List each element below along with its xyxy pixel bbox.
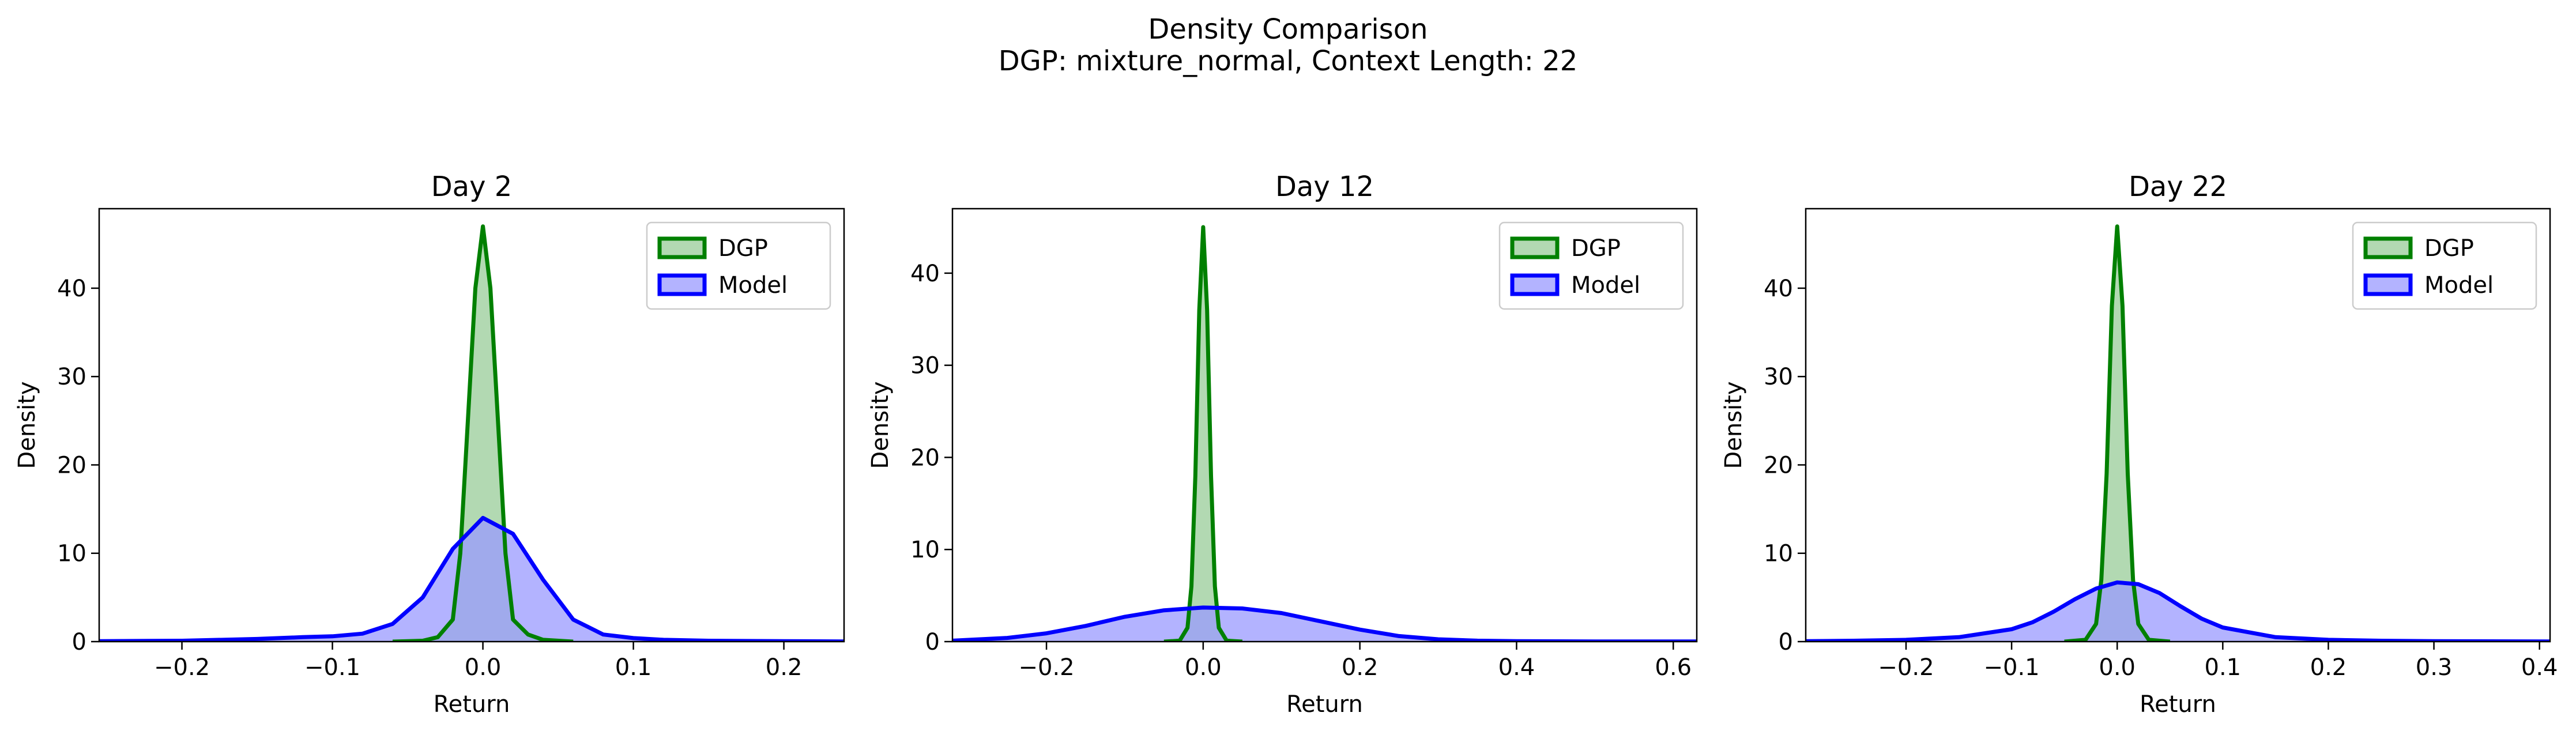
dgp-legend-swatch xyxy=(1510,236,1560,259)
y-tick-label: 20 xyxy=(1764,452,1793,478)
legend: DGP Model xyxy=(1498,221,1684,310)
x-tick-label: 0.0 xyxy=(1185,654,1222,681)
dgp-density-fill xyxy=(2064,226,2170,642)
y-tick-label: 40 xyxy=(57,276,86,302)
x-tick-label: 0.2 xyxy=(2310,654,2347,681)
axes-frame xyxy=(98,208,845,643)
y-axis-label: Density xyxy=(14,381,40,469)
panel-1: −0.2 −0.1 0.0 0.1 0.2 0 10 20 30 40 Day 2 Return Den… xyxy=(14,171,845,718)
x-tick-label: 0.4 xyxy=(1498,654,1535,681)
y-tick-label: 10 xyxy=(910,537,940,563)
legend: DGP Model xyxy=(2352,221,2537,310)
axes-frame xyxy=(1805,208,2551,643)
y-tick-label: 0 xyxy=(1779,629,1793,655)
x-tick-label: −0.1 xyxy=(1984,654,2040,681)
x-tick-label: 0.3 xyxy=(2416,654,2453,681)
x-tick-label: −0.2 xyxy=(1878,654,1934,681)
figure-subtitle: DGP: mixture_normal, Context Length: 22 xyxy=(998,45,1578,77)
x-tick-label: 0.4 xyxy=(2521,654,2558,681)
x-axis-label: Return xyxy=(434,691,510,718)
y-axis-label: Density xyxy=(1720,381,1747,469)
dgp-legend-swatch xyxy=(2363,236,2413,259)
y-tick-label: 0 xyxy=(72,629,86,655)
model-density-fill xyxy=(99,518,844,642)
dgp-legend-label: DGP xyxy=(1571,235,1621,262)
model-density-line xyxy=(952,605,1697,642)
model-legend-label: Model xyxy=(718,272,788,299)
plot-area xyxy=(952,225,1697,642)
x-tick-label: −0.2 xyxy=(154,654,210,681)
y-tick-label: 30 xyxy=(910,353,940,379)
panel-2: −0.2 0.0 0.2 0.4 0.6 0 10 20 30 40 Day 12 Return Den… xyxy=(867,171,1698,718)
dgp-density-line xyxy=(392,224,574,642)
x-tick-label: −0.2 xyxy=(1019,654,1075,681)
y-tick-label: 30 xyxy=(57,364,86,390)
x-axis-label: Return xyxy=(2140,691,2216,718)
model-density-line xyxy=(99,515,844,642)
x-tick-label: 0.2 xyxy=(766,654,803,681)
x-tick-label: 0.6 xyxy=(1655,654,1692,681)
y-tick-label: 20 xyxy=(57,452,86,478)
model-density-fill xyxy=(952,607,1697,642)
x-tick-label: 0.1 xyxy=(615,654,652,681)
model-legend-swatch xyxy=(2363,273,2413,296)
panel-title: Day 12 xyxy=(1275,171,1374,203)
panel-title: Day 22 xyxy=(2129,171,2227,203)
y-tick-label: 30 xyxy=(1764,364,1793,390)
y-tick-label: 40 xyxy=(1764,276,1793,302)
axes-frame xyxy=(951,208,1698,643)
model-density-line xyxy=(1806,580,2550,642)
legend: DGP Model xyxy=(646,221,831,310)
plot-area xyxy=(99,224,844,642)
figure-title: Density Comparison xyxy=(1148,13,1428,46)
model-legend-swatch xyxy=(1510,273,1560,296)
panel-title: Day 2 xyxy=(431,171,513,203)
y-tick-label: 10 xyxy=(57,541,86,567)
x-tick-label: 0.1 xyxy=(2205,654,2242,681)
model-density-fill xyxy=(1806,582,2550,642)
dgp-legend-label: DGP xyxy=(718,235,768,262)
y-tick-label: 40 xyxy=(910,261,940,287)
panel-3: −0.2 −0.1 0.0 0.1 0.2 0.3 0.4 0 10 20 30 40 Day 22 Re… xyxy=(1720,171,2558,718)
dgp-density-line xyxy=(2064,224,2171,642)
model-legend-label: Model xyxy=(1571,272,1640,299)
model-legend-swatch xyxy=(657,273,707,296)
plot-area xyxy=(1806,224,2550,642)
dgp-density-fill xyxy=(1163,227,1242,642)
dgp-density-fill xyxy=(393,226,574,642)
dgp-legend-label: DGP xyxy=(2424,235,2474,262)
x-tick-label: 0.0 xyxy=(2099,654,2136,681)
y-axis-label: Density xyxy=(867,381,894,469)
x-tick-label: −0.1 xyxy=(304,654,360,681)
dgp-density-line xyxy=(1163,225,1243,642)
model-legend-label: Model xyxy=(2424,272,2494,299)
y-tick-label: 10 xyxy=(1764,541,1793,567)
y-tick-label: 0 xyxy=(925,629,940,655)
x-tick-label: 0.2 xyxy=(1342,654,1379,681)
x-axis-label: Return xyxy=(1286,691,1363,718)
y-tick-label: 20 xyxy=(910,444,940,471)
dgp-legend-swatch xyxy=(657,236,707,259)
x-tick-label: 0.0 xyxy=(465,654,502,681)
